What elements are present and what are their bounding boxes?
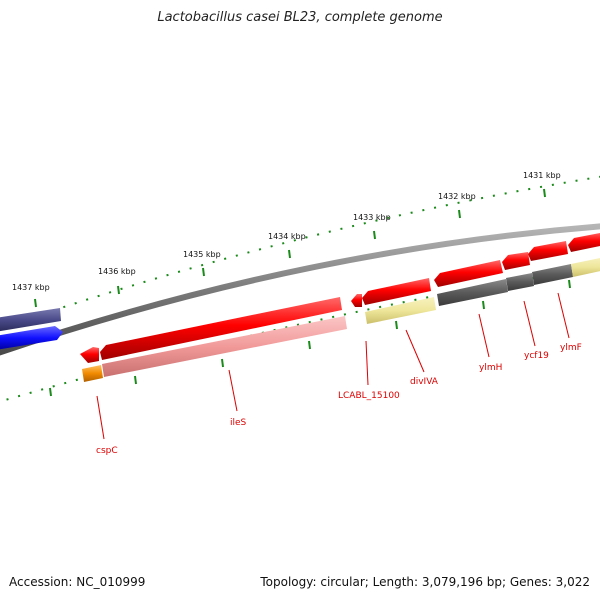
ruler-tick xyxy=(373,230,376,240)
ruler-tick xyxy=(134,375,137,385)
feature-box[interactable] xyxy=(571,257,600,277)
ruler-tick xyxy=(49,387,52,397)
gene-arrow-cspC[interactable] xyxy=(80,347,99,363)
gene-arrow[interactable] xyxy=(0,308,61,332)
gene-arrow-divIVA[interactable] xyxy=(362,278,431,305)
genome-backbone xyxy=(0,223,600,356)
leader-line-ylmF xyxy=(557,292,570,339)
gene-arrow-LCABL_15100[interactable] xyxy=(351,294,362,307)
ruler-tick xyxy=(458,209,461,219)
ruler-tick xyxy=(543,188,546,198)
ruler-label: 1431 kbp xyxy=(523,171,561,180)
gene-arrow[interactable] xyxy=(0,326,63,350)
feature-box-ylmH[interactable] xyxy=(437,279,508,306)
leader-line-ileS xyxy=(228,369,238,412)
gene-arrow-ycf19[interactable] xyxy=(502,252,530,270)
upper-ruler: 1437 kbp 1436 kbp 1435 kbp 1434 kbp 1433… xyxy=(0,171,600,330)
ruler-label: 1434 kbp xyxy=(268,232,306,241)
ruler-tick xyxy=(395,320,398,330)
gene-arrow-ileS[interactable] xyxy=(100,297,342,360)
genome-summary-text: Topology: circular; Length: 3,079,196 bp… xyxy=(260,575,590,589)
feature-box-ylmF[interactable] xyxy=(532,264,573,285)
ruler-tick xyxy=(117,285,120,295)
gene-arrow-ylmF[interactable] xyxy=(528,241,568,261)
ruler-label: 1435 kbp xyxy=(183,250,221,259)
ruler-label: 1437 kbp xyxy=(12,283,50,292)
lower-ruler xyxy=(0,265,600,403)
ruler-label: 1433 kbp xyxy=(353,213,391,222)
gene-label-divIVA[interactable]: divIVA xyxy=(410,377,439,387)
gene-label-cspC[interactable]: cspC xyxy=(96,446,118,456)
label-leader-lines xyxy=(96,292,570,440)
gene-arrow-ylmH[interactable] xyxy=(434,260,503,287)
leader-line-ycf19 xyxy=(523,300,536,347)
ruler-tick xyxy=(308,340,311,350)
map-title: Lactobacillus casei BL23, complete genom… xyxy=(157,10,443,25)
ruler-tick xyxy=(288,249,291,259)
ruler-tick xyxy=(482,300,485,310)
accession-text: Accession: NC_010999 xyxy=(9,575,146,589)
leader-line-LCABL_15100 xyxy=(365,340,369,386)
gene-label-ileS[interactable]: ileS xyxy=(230,418,247,428)
feature-box-ycf19[interactable] xyxy=(506,273,534,291)
gene-label-ylmF[interactable]: ylmF xyxy=(560,343,582,353)
ruler-label: 1432 kbp xyxy=(438,192,476,201)
feature-box-divIVA[interactable] xyxy=(365,297,436,324)
ruler-tick xyxy=(202,267,205,277)
leader-line-cspC xyxy=(96,395,105,440)
leader-line-divIVA xyxy=(405,329,425,373)
ruler-label: 1436 kbp xyxy=(98,267,136,276)
ruler-tick xyxy=(34,298,37,308)
ruler-tick xyxy=(568,279,571,289)
feature-box-cspC[interactable] xyxy=(82,365,103,382)
gene-label-ycf19[interactable]: ycf19 xyxy=(524,351,549,361)
gene-label-ylmH[interactable]: ylmH xyxy=(479,363,502,373)
gene-label-LCABL_15100[interactable]: LCABL_15100 xyxy=(338,391,400,401)
ruler-tick xyxy=(221,358,224,368)
feature-box-ileS[interactable] xyxy=(102,316,347,377)
gene-arrow[interactable] xyxy=(568,232,600,252)
leader-line-ylmH xyxy=(478,313,490,358)
